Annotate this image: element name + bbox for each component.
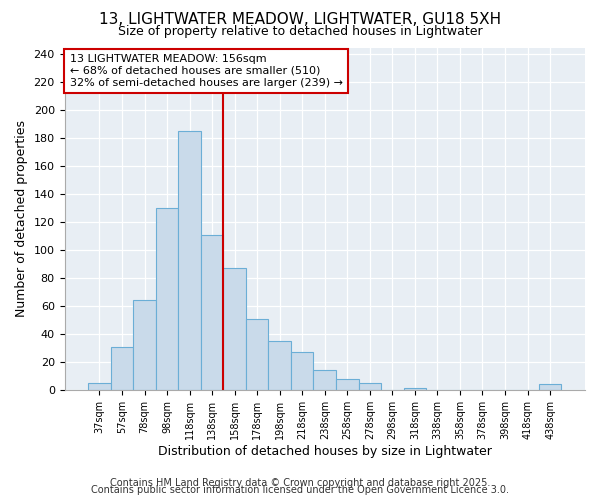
Y-axis label: Number of detached properties: Number of detached properties [15, 120, 28, 317]
Bar [223, 268, 246, 390]
Bar [111, 346, 133, 390]
Text: 13 LIGHTWATER MEADOW: 156sqm
← 68% of detached houses are smaller (510)
32% of s: 13 LIGHTWATER MEADOW: 156sqm ← 68% of de… [70, 54, 343, 88]
Bar [201, 234, 223, 390]
Bar [539, 384, 562, 390]
Bar [291, 352, 313, 390]
Bar [156, 208, 178, 390]
Bar [246, 318, 268, 390]
Bar [133, 300, 156, 390]
Text: 13, LIGHTWATER MEADOW, LIGHTWATER, GU18 5XH: 13, LIGHTWATER MEADOW, LIGHTWATER, GU18 … [99, 12, 501, 28]
Bar [336, 378, 359, 390]
Text: Contains public sector information licensed under the Open Government Licence 3.: Contains public sector information licen… [91, 485, 509, 495]
Bar [404, 388, 426, 390]
Bar [313, 370, 336, 390]
Bar [88, 383, 111, 390]
X-axis label: Distribution of detached houses by size in Lightwater: Distribution of detached houses by size … [158, 444, 492, 458]
Bar [268, 341, 291, 390]
Text: Contains HM Land Registry data © Crown copyright and database right 2025.: Contains HM Land Registry data © Crown c… [110, 478, 490, 488]
Text: Size of property relative to detached houses in Lightwater: Size of property relative to detached ho… [118, 25, 482, 38]
Bar [359, 383, 381, 390]
Bar [178, 132, 201, 390]
